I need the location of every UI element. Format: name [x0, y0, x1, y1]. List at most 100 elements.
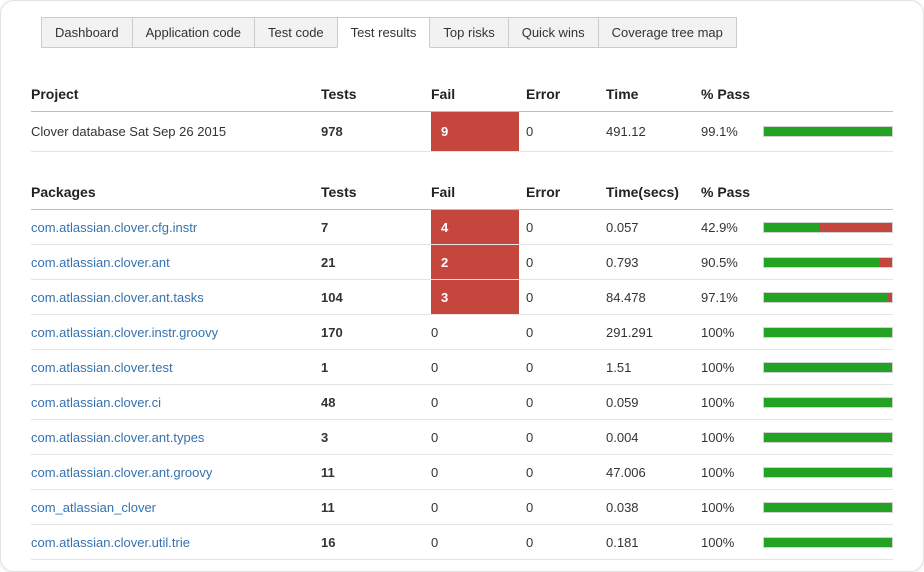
pass-bar: [763, 256, 893, 268]
fail-count: 0: [431, 499, 439, 515]
pass-bar: [763, 361, 893, 373]
error-count: 0: [526, 429, 534, 445]
pass-bar: [763, 536, 893, 548]
pass-percent: 99.1%: [701, 124, 738, 139]
pass-percent: 100%: [701, 359, 735, 375]
pass-bar: [763, 326, 893, 338]
tab-dashboard[interactable]: Dashboard: [41, 17, 133, 48]
pass-bar-cell: [763, 245, 893, 279]
table-row: com.atlassian.clover.ant.types 3 0 0 0.0…: [31, 420, 893, 455]
package-link[interactable]: com_atlassian_clover: [31, 499, 157, 515]
tests-count: 170: [321, 324, 343, 340]
packages-table-body: com.atlassian.clover.cfg.instr 7 4 0 0.0…: [31, 210, 893, 560]
column-header-tests: Tests: [321, 86, 357, 102]
time-value: 0.038: [606, 499, 639, 515]
time-value: 0.004: [606, 429, 639, 445]
tab-top-risks[interactable]: Top risks: [429, 17, 509, 48]
time-value: 1.51: [606, 359, 632, 375]
table-row: com.atlassian.clover.instr.groovy 170 0 …: [31, 315, 893, 350]
table-row: com.atlassian.clover.ci 48 0 0 0.059 100…: [31, 385, 893, 420]
time-value: 47.006: [606, 464, 646, 480]
tests-count: 11: [321, 464, 335, 480]
package-link[interactable]: com.atlassian.clover.cfg.instr: [31, 219, 198, 235]
package-link[interactable]: com.atlassian.clover.ant: [31, 254, 170, 270]
column-header-tests: Tests: [321, 184, 357, 200]
package-link[interactable]: com.atlassian.clover.ant.groovy: [31, 464, 213, 480]
pass-bar-red: [818, 222, 892, 232]
project-name: Clover database Sat Sep 26 2015: [31, 124, 227, 139]
error-count: 0: [526, 124, 534, 139]
fail-count: 0: [431, 359, 439, 375]
pass-bar-green: [764, 537, 892, 547]
pass-percent: 90.5%: [701, 254, 738, 270]
fail-count: 9: [431, 112, 519, 151]
table-row: com.atlassian.clover.test 1 0 0 1.51 100…: [31, 350, 893, 385]
column-header-error: Error: [526, 184, 561, 200]
package-link[interactable]: com.atlassian.clover.util.trie: [31, 534, 190, 550]
fail-count: 4: [431, 210, 519, 244]
fail-cell: 9: [431, 112, 526, 151]
pass-bar-cell: [763, 525, 893, 559]
column-header-time: Time: [606, 86, 639, 102]
tests-count: 3: [321, 429, 329, 445]
fail-cell: 0: [431, 315, 526, 349]
tab-coverage-tree-map[interactable]: Coverage tree map: [597, 17, 737, 48]
fail-count: 0: [431, 429, 439, 445]
error-count: 0: [526, 219, 534, 235]
pass-bar: [763, 431, 893, 443]
package-link[interactable]: com.atlassian.clover.instr.groovy: [31, 324, 219, 340]
packages-table-header: Packages Tests Fail Error Time(secs) % P…: [31, 178, 893, 210]
pass-bar-red: [888, 292, 892, 302]
fail-cell: 0: [431, 420, 526, 454]
tab-test-results[interactable]: Test results: [336, 17, 431, 48]
project-table-body: Clover database Sat Sep 26 2015 978 9 0 …: [31, 112, 893, 152]
column-header-fail: Fail: [431, 86, 456, 102]
time-value: 0.059: [606, 394, 639, 410]
pass-percent: 100%: [701, 534, 735, 550]
pass-bar-green: [764, 432, 892, 442]
fail-count: 0: [431, 394, 439, 410]
tab-test-code[interactable]: Test code: [254, 17, 338, 48]
time-value: 491.12: [606, 124, 646, 139]
fail-cell: 2: [431, 245, 526, 279]
fail-cell: 0: [431, 350, 526, 384]
tests-count: 978: [321, 124, 343, 139]
error-count: 0: [526, 464, 534, 480]
tests-count: 104: [321, 289, 343, 305]
column-header-pass: % Pass: [701, 86, 751, 102]
pass-bar-green: [764, 222, 819, 232]
time-value: 84.478: [606, 289, 646, 305]
column-header-packages: Packages: [31, 184, 96, 200]
pass-bar: [763, 466, 893, 478]
pass-bar-cell: [763, 280, 893, 314]
column-header-pass: % Pass: [701, 184, 751, 200]
package-link[interactable]: com.atlassian.clover.ant.tasks: [31, 289, 204, 305]
project-table-header: Project Tests Fail Error Time % Pass: [31, 80, 893, 112]
tabs: Dashboard Application code Test code Test r…: [41, 17, 893, 48]
tab-application-code[interactable]: Application code: [131, 17, 256, 48]
tab-quick-wins[interactable]: Quick wins: [507, 17, 599, 48]
pass-percent: 42.9%: [701, 219, 738, 235]
fail-count: 3: [431, 280, 519, 314]
package-link[interactable]: com.atlassian.clover.ant.types: [31, 429, 205, 445]
error-count: 0: [526, 499, 534, 515]
tests-count: 21: [321, 254, 336, 270]
error-count: 0: [526, 394, 534, 410]
fail-cell: 4: [431, 210, 526, 244]
package-link[interactable]: com.atlassian.clover.test: [31, 359, 173, 375]
package-link[interactable]: com.atlassian.clover.ci: [31, 394, 162, 410]
column-header-time: Time(secs): [606, 184, 679, 200]
table-row: com.atlassian.clover.ant.tasks 104 3 0 8…: [31, 280, 893, 315]
error-count: 0: [526, 254, 534, 270]
error-count: 0: [526, 534, 534, 550]
table-row: com_atlassian_clover 11 0 0 0.038 100%: [31, 490, 893, 525]
pass-bar: [763, 396, 893, 408]
pass-percent: 100%: [701, 429, 735, 445]
pass-bar: [763, 126, 893, 137]
table-row: Clover database Sat Sep 26 2015 978 9 0 …: [31, 112, 893, 152]
fail-cell: 0: [431, 455, 526, 489]
packages-table: Packages Tests Fail Error Time(secs) % P…: [31, 178, 893, 560]
pass-bar: [763, 501, 893, 513]
pass-bar-green: [764, 127, 891, 136]
